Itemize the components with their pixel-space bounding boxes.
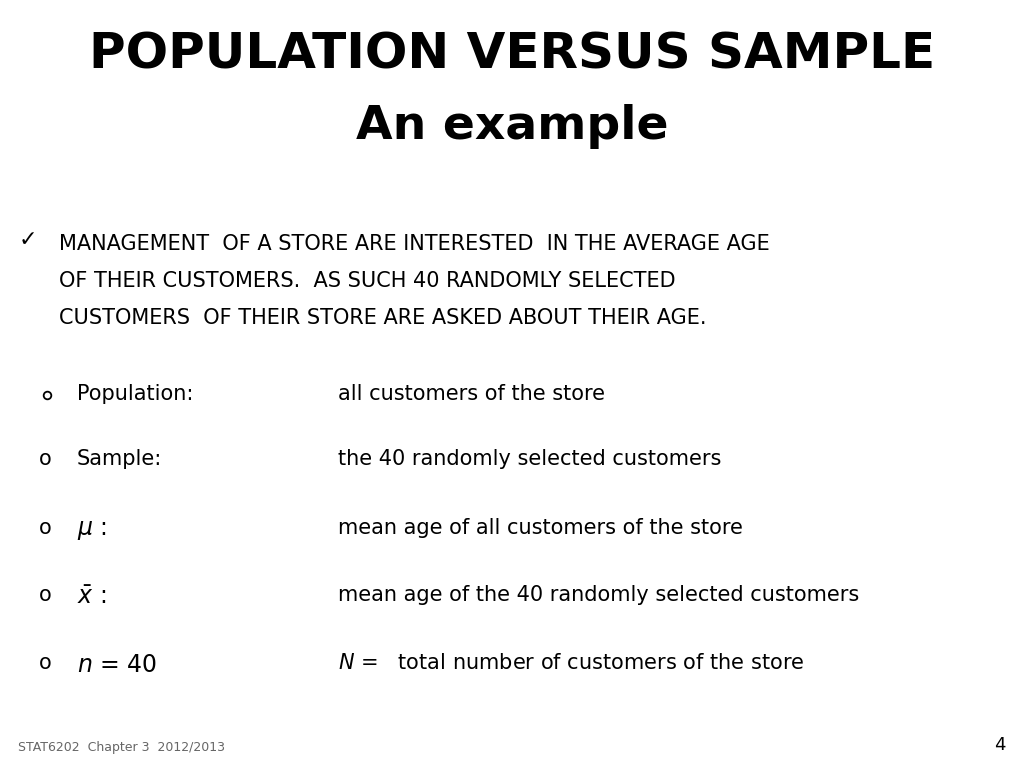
Text: POPULATION VERSUS SAMPLE: POPULATION VERSUS SAMPLE [89, 31, 935, 79]
Text: o: o [39, 449, 51, 469]
Text: CUSTOMERS  OF THEIR STORE ARE ASKED ABOUT THEIR AGE.: CUSTOMERS OF THEIR STORE ARE ASKED ABOUT… [59, 308, 707, 328]
Text: $N$ =   total number of customers of the store: $N$ = total number of customers of the s… [338, 653, 805, 673]
Text: Sample:: Sample: [77, 449, 162, 469]
Text: mean age of all customers of the store: mean age of all customers of the store [338, 518, 742, 538]
Text: An example: An example [355, 104, 669, 149]
Text: Population:: Population: [77, 384, 194, 404]
Text: mean age of the 40 randomly selected customers: mean age of the 40 randomly selected cus… [338, 585, 859, 605]
Text: o: o [39, 653, 51, 673]
Text: all customers of the store: all customers of the store [338, 384, 605, 404]
Text: the 40 randomly selected customers: the 40 randomly selected customers [338, 449, 721, 469]
Text: OF THEIR CUSTOMERS.  AS SUCH 40 RANDOMLY SELECTED: OF THEIR CUSTOMERS. AS SUCH 40 RANDOMLY … [59, 271, 676, 291]
Text: 4: 4 [994, 737, 1006, 754]
Text: $n$ = 40: $n$ = 40 [77, 653, 157, 677]
Text: $\mu$ :: $\mu$ : [77, 518, 106, 542]
Text: o: o [39, 518, 51, 538]
Text: $\bar{x}$ :: $\bar{x}$ : [77, 585, 106, 609]
Text: o: o [39, 585, 51, 605]
Text: MANAGEMENT  OF A STORE ARE INTERESTED  IN THE AVERAGE AGE: MANAGEMENT OF A STORE ARE INTERESTED IN … [59, 234, 770, 254]
Text: ✓: ✓ [18, 230, 37, 250]
Text: STAT6202  Chapter 3  2012/2013: STAT6202 Chapter 3 2012/2013 [18, 741, 225, 754]
